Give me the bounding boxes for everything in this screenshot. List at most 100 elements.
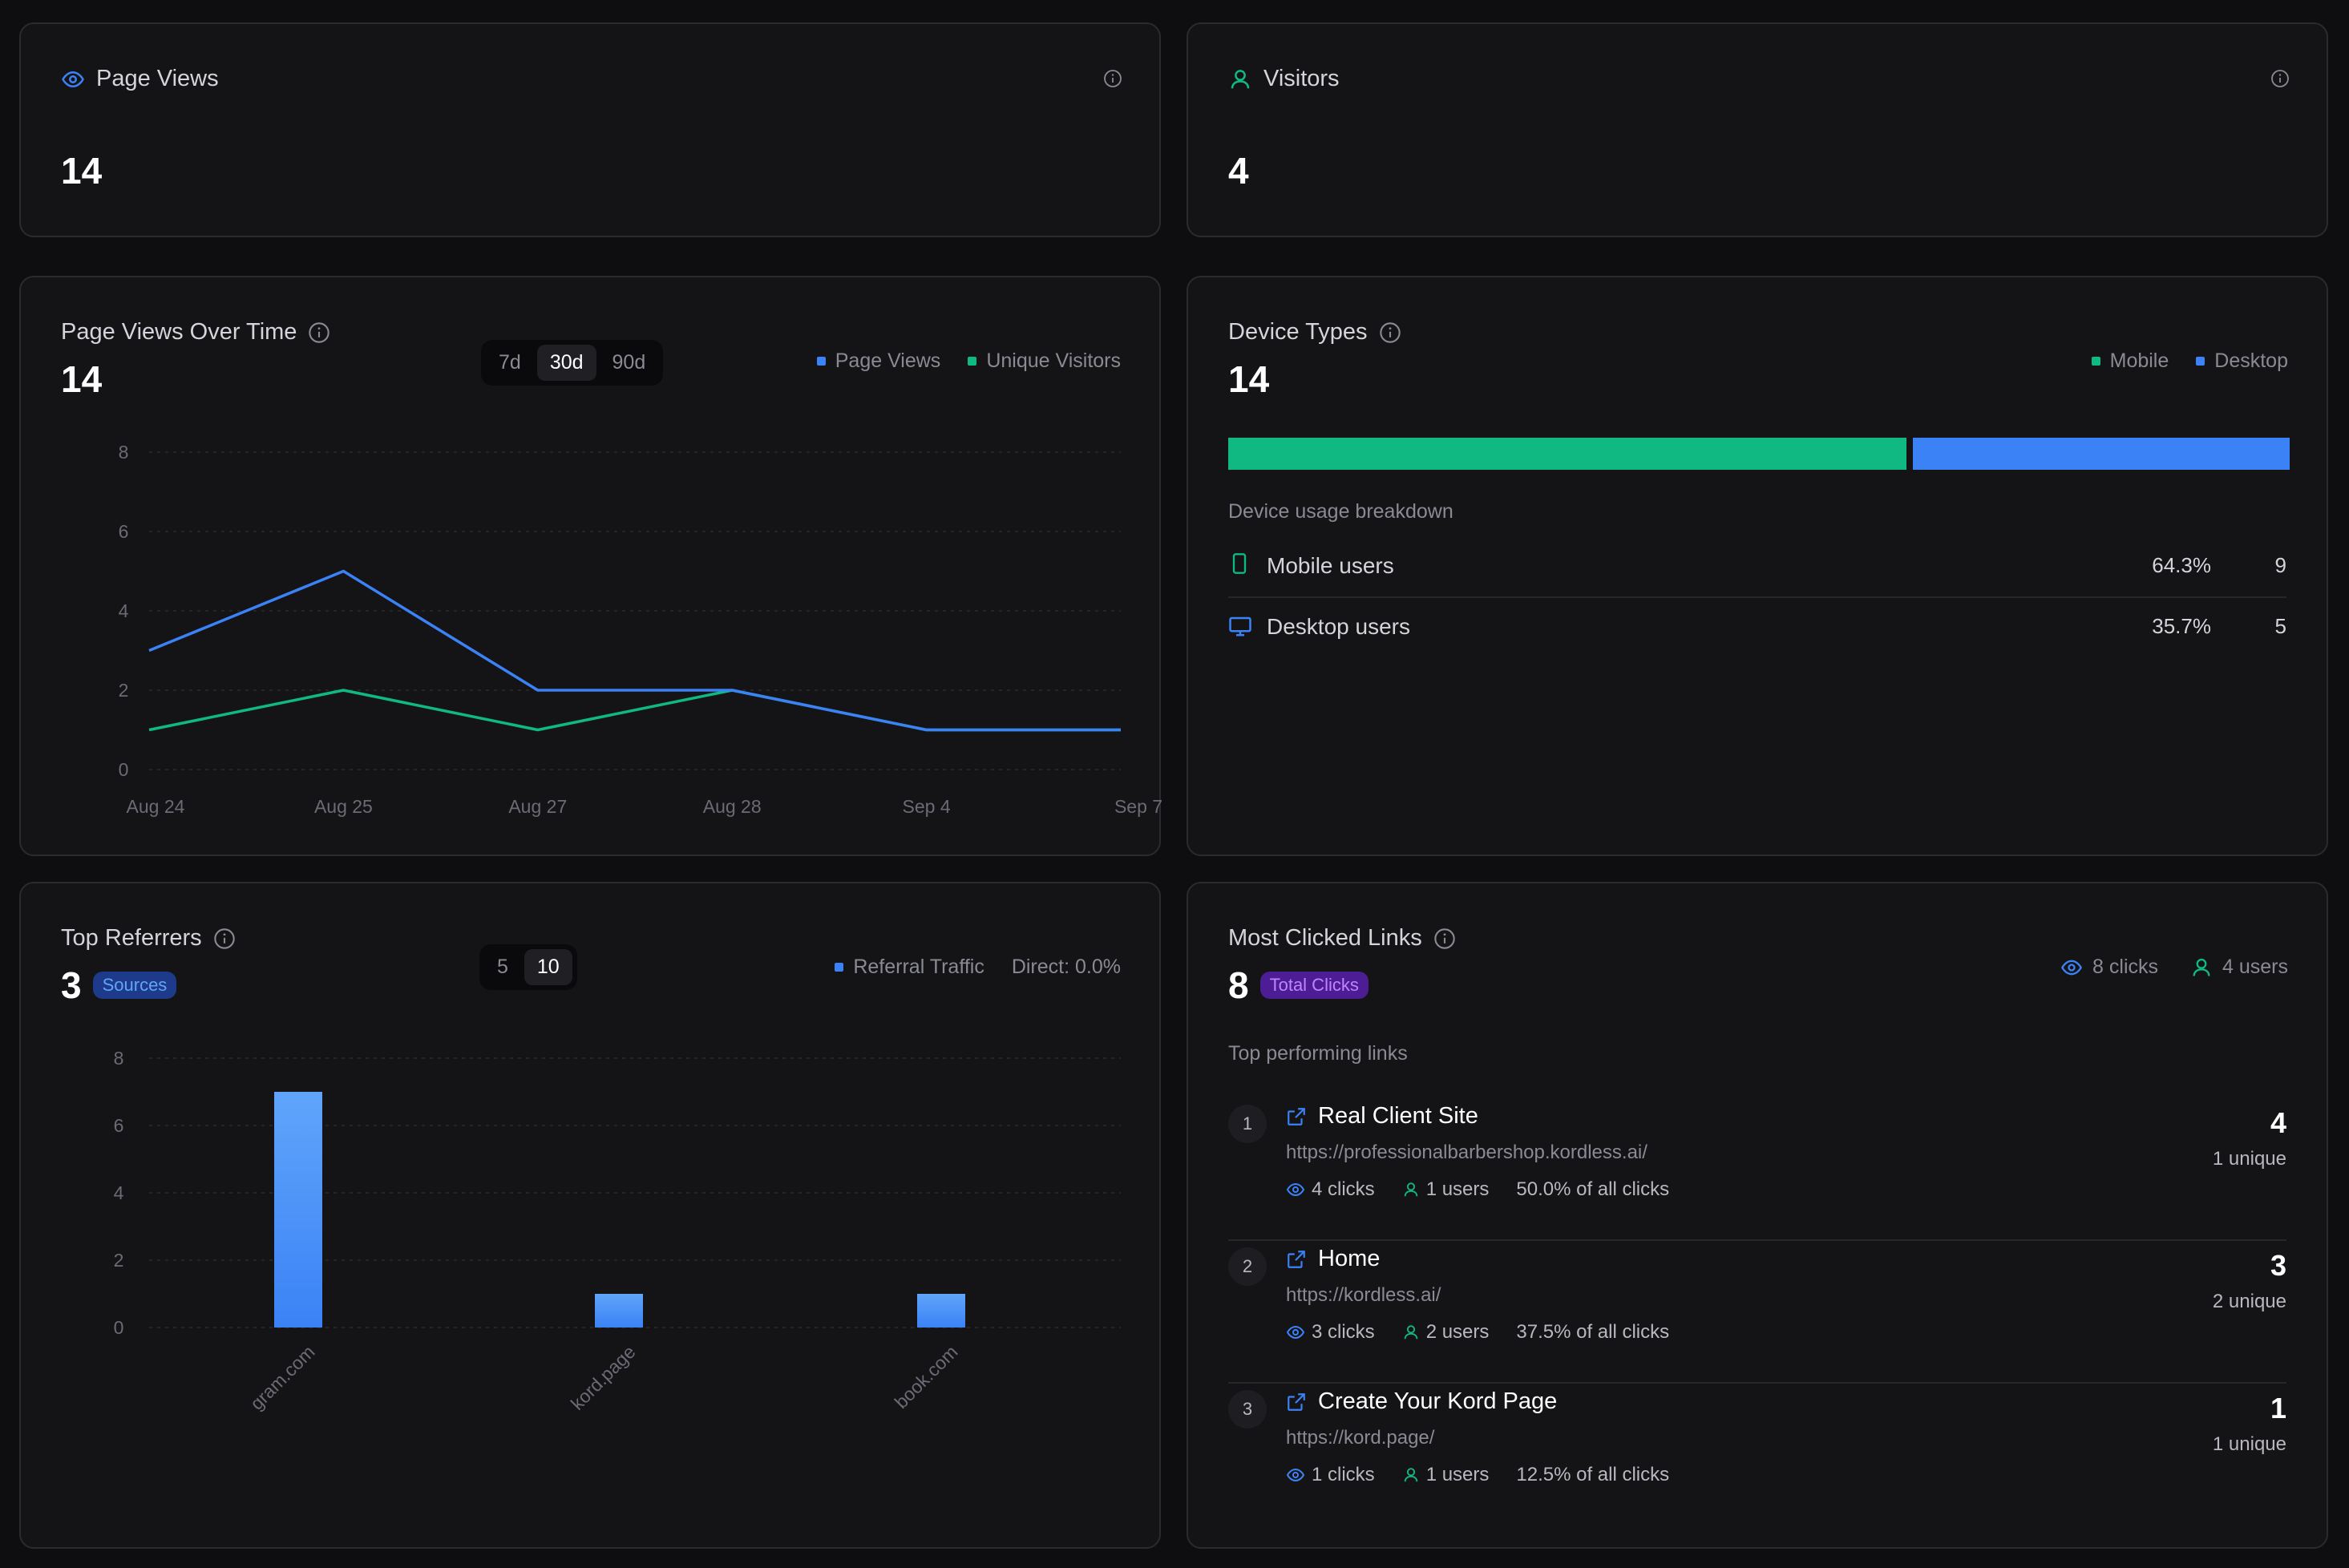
referrer-bar — [595, 1294, 643, 1328]
legend-referral-traffic: Referral Traffic — [835, 956, 984, 979]
device-bar-desktop-segment — [1913, 438, 2290, 470]
sources-badge: Sources — [92, 972, 177, 999]
range-7d-button[interactable]: 7d — [499, 351, 521, 374]
device-row-count: 9 — [2274, 553, 2286, 577]
link-url: https://kord.page/ — [1286, 1427, 1435, 1449]
link-row[interactable]: 3 Create Your Kord Page https://kord.pag… — [1228, 1384, 2286, 1526]
device-row-count: 5 — [2274, 614, 2286, 638]
visitors-label: Visitors — [1263, 66, 1340, 91]
info-icon[interactable] — [1433, 927, 1456, 950]
eye-icon — [1286, 1325, 1305, 1340]
x-tick-label: Sep 7 — [1114, 796, 1162, 817]
most-clicked-label: Most Clicked Links — [1228, 925, 1422, 951]
legend-label: Page Views — [835, 350, 941, 372]
top-10-button[interactable]: 10 — [524, 949, 572, 985]
eye-icon — [2061, 960, 2083, 975]
x-tick-label: kord.page — [567, 1341, 640, 1414]
link-clicks-text: 4 clicks — [1312, 1178, 1375, 1200]
top-referrers-value: 3 — [61, 964, 82, 1006]
page-views-label: Page Views — [96, 66, 219, 91]
link-unique-count: 1 unique — [2212, 1148, 2286, 1170]
link-users-text: 2 users — [1425, 1321, 1490, 1343]
user-icon — [1404, 1325, 1417, 1340]
info-icon[interactable] — [1379, 321, 1401, 344]
time-range-selector: 7d 30d 90d — [481, 340, 664, 386]
link-unique-count: 1 unique — [2212, 1433, 2286, 1455]
legend-dot-green — [968, 357, 977, 366]
page-views-value: 14 — [61, 150, 103, 192]
most-clicked-links-card: Most Clicked Links 8 Total Clicks 8 clic… — [1187, 882, 2328, 1549]
link-click-count: 4 — [2270, 1106, 2286, 1139]
link-users: 1 users — [1402, 1464, 1489, 1486]
link-title[interactable]: Create Your Kord Page — [1286, 1388, 1557, 1415]
y-tick-label: 0 — [114, 1317, 124, 1338]
link-row[interactable]: 1 Real Client Site https://professionalb… — [1228, 1098, 2286, 1241]
external-link-icon — [1288, 1392, 1305, 1411]
legend-mobile: Mobile — [2091, 350, 2169, 373]
link-users: 1 users — [1402, 1178, 1490, 1201]
pv-legend: Page Views Unique Visitors — [816, 350, 1121, 373]
link-share: 37.5% of all clicks — [1516, 1321, 1670, 1343]
link-title[interactable]: Real Client Site — [1286, 1103, 1478, 1130]
link-rank: 3 — [1228, 1390, 1267, 1429]
device-types-title: Device Types — [1228, 319, 1401, 346]
x-tick-label: book.com — [891, 1341, 962, 1412]
device-row-percent: 35.7% — [2152, 614, 2211, 638]
legend-dot-blue — [2196, 357, 2205, 366]
top-5-button[interactable]: 5 — [497, 956, 508, 978]
link-title-text: Real Client Site — [1318, 1103, 1478, 1129]
info-icon[interactable] — [308, 321, 330, 344]
link-share: 50.0% of all clicks — [1516, 1178, 1670, 1200]
link-title-text: Home — [1318, 1246, 1381, 1271]
legend-page-views: Page Views — [816, 350, 941, 373]
link-url: https://professionalbarbershop.kordless.… — [1286, 1142, 1648, 1163]
legend-dot-blue — [816, 357, 826, 366]
link-users: 2 users — [1402, 1321, 1490, 1344]
direct-traffic-label: Direct: 0.0% — [1011, 956, 1121, 978]
row-divider — [1228, 1382, 2286, 1384]
info-icon[interactable] — [213, 927, 236, 950]
referrer-bar — [917, 1294, 965, 1328]
page-views-over-time-card: Page Views Over Time 14 7d 30d 90d Page … — [19, 276, 1162, 856]
y-tick-label: 8 — [119, 442, 129, 463]
y-tick-label: 4 — [114, 1182, 124, 1203]
device-share-bar — [1228, 438, 2290, 470]
link-clicks: 3 clicks — [1286, 1321, 1375, 1344]
referrers-bar-chart: 0 2 4 6 8 gram.com kord.page book.com — [114, 1048, 1121, 1414]
page-views-series-line — [148, 569, 1121, 732]
link-unique-count: 2 unique — [2212, 1291, 2286, 1312]
pv-over-time-title: Page Views Over Time — [61, 319, 330, 346]
link-row[interactable]: 2 Home https://kordless.ai/ 3 clicks 2 u… — [1228, 1241, 2286, 1384]
device-types-label: Device Types — [1228, 319, 1368, 345]
link-url: https://kordless.ai/ — [1286, 1284, 1441, 1306]
y-tick-label: 2 — [114, 1250, 124, 1271]
device-row-percent: 64.3% — [2152, 553, 2211, 577]
legend-dot-green — [2091, 357, 2100, 366]
legend-unique-visitors: Unique Visitors — [968, 350, 1121, 373]
y-tick-label: 6 — [119, 521, 129, 542]
top-referrers-card: Top Referrers 3 Sources 5 10 Referral Tr… — [19, 882, 1161, 1549]
visitors-value: 4 — [1228, 150, 1249, 192]
info-icon[interactable] — [2270, 69, 2290, 88]
x-tick-label: Aug 24 — [127, 796, 185, 817]
link-users-text: 1 users — [1425, 1178, 1490, 1200]
referrer-legend: Referral Traffic Direct: 0.0% — [835, 956, 1121, 979]
device-bar-mobile-segment — [1228, 438, 1906, 470]
device-row-label: Mobile users — [1267, 553, 1394, 578]
y-tick-label: 0 — [119, 759, 129, 780]
most-clicked-value-row: 8 Total Clicks — [1228, 964, 1369, 1007]
link-title[interactable]: Home — [1286, 1246, 1380, 1272]
x-tick-label: gram.com — [246, 1341, 319, 1414]
link-click-count: 1 — [2270, 1392, 2286, 1425]
range-30d-button[interactable]: 30d — [536, 345, 596, 381]
x-tick-label: Aug 27 — [508, 796, 567, 817]
info-icon[interactable] — [1103, 69, 1122, 88]
summary-users-label: 4 users — [2222, 956, 2288, 978]
x-tick-label: Aug 28 — [703, 796, 762, 817]
legend-label: Referral Traffic — [853, 956, 984, 978]
top-referrers-title: Top Referrers — [61, 925, 236, 952]
range-90d-button[interactable]: 90d — [612, 351, 646, 374]
device-types-card: Device Types 14 Mobile Desktop Device us… — [1187, 276, 2328, 856]
monitor-icon — [1229, 616, 1251, 636]
link-clicks-text: 1 clicks — [1312, 1464, 1375, 1485]
